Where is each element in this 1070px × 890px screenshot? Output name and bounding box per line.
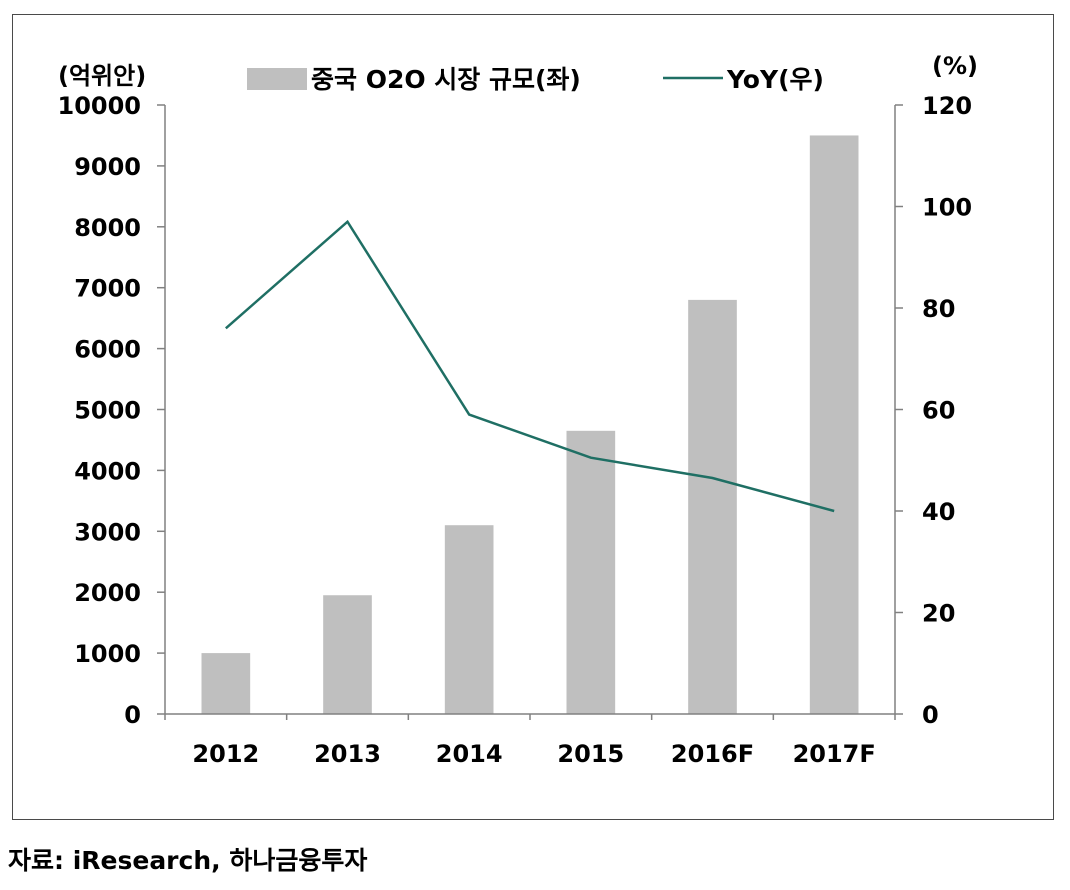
axes bbox=[164, 105, 896, 715]
legend: 중국 O2O 시장 규모(좌) YoY(우) bbox=[247, 65, 824, 94]
bar-2013 bbox=[323, 595, 372, 714]
bar-2012 bbox=[201, 653, 251, 714]
chart: 0100020003000400050006000700080009000100… bbox=[58, 52, 978, 768]
left-tick-label: 4000 bbox=[74, 457, 141, 485]
x-tick-label: 2014 bbox=[436, 740, 503, 768]
left-axis-ticks: 0 1000 2000 3000 4000 5000 6000 7000 8000 9000 100… bbox=[58, 92, 165, 729]
left-tick-label: 10000 bbox=[58, 92, 142, 120]
bar-2015 bbox=[566, 430, 616, 714]
left-tick-label: 0 bbox=[124, 701, 141, 729]
x-tick-label: 2017F bbox=[793, 740, 876, 768]
bar-2017F bbox=[809, 135, 859, 714]
x-tick-label: 2015 bbox=[557, 740, 624, 768]
left-tick-label: 2000 bbox=[74, 579, 141, 607]
left-tick-label: 9000 bbox=[74, 153, 141, 181]
bar-2016F bbox=[688, 299, 737, 714]
yoy-line bbox=[225, 219, 835, 513]
right-tick-label: 100 bbox=[922, 194, 972, 222]
chart-frame bbox=[12, 14, 1054, 820]
right-tick-label: 20 bbox=[922, 600, 955, 628]
left-tick-label: 3000 bbox=[74, 518, 141, 546]
legend-line-label: YoY(우) bbox=[726, 65, 824, 94]
right-tick-label: 60 bbox=[922, 397, 955, 425]
bar-series bbox=[201, 135, 859, 714]
legend-bar-swatch bbox=[247, 68, 307, 90]
right-axis-label: (%) bbox=[932, 52, 978, 80]
source-note: 자료: iResearch, 하나금융투자 bbox=[8, 846, 368, 875]
x-tick-label: 2012 bbox=[192, 740, 259, 768]
x-tick-label: 2016F bbox=[671, 740, 754, 768]
right-axis-ticks: 0 20 40 60 80 100 120 bbox=[895, 92, 972, 729]
left-tick-label: 1000 bbox=[74, 640, 141, 668]
bar-2014 bbox=[444, 525, 494, 714]
line-series bbox=[225, 219, 835, 513]
x-axis-ticks: 2012 2013 2014 2015 2016F 2017F bbox=[164, 714, 896, 768]
left-tick-label: 5000 bbox=[74, 397, 141, 425]
right-tick-label: 120 bbox=[922, 92, 972, 120]
left-axis-label: (억위안) bbox=[58, 62, 146, 90]
right-tick-label: 40 bbox=[922, 498, 955, 526]
left-tick-label: 6000 bbox=[74, 336, 141, 364]
x-tick-label: 2013 bbox=[314, 740, 381, 768]
right-tick-label: 0 bbox=[922, 701, 939, 729]
right-tick-label: 80 bbox=[922, 295, 955, 323]
left-tick-label: 8000 bbox=[74, 214, 141, 242]
legend-bar-label: 중국 O2O 시장 규모(좌) bbox=[311, 65, 581, 94]
left-tick-label: 7000 bbox=[74, 275, 141, 303]
